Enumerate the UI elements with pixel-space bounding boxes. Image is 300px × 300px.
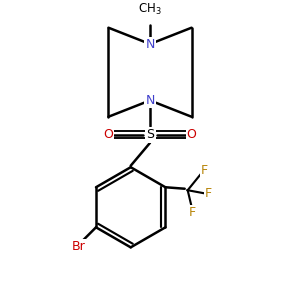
Text: F: F: [189, 206, 196, 219]
Text: O: O: [103, 128, 113, 141]
Text: CH$_3$: CH$_3$: [138, 2, 162, 17]
Text: Br: Br: [71, 239, 85, 253]
Text: N: N: [145, 94, 155, 107]
Text: S: S: [146, 128, 154, 141]
Text: O: O: [187, 128, 196, 141]
Text: F: F: [204, 187, 211, 200]
Text: N: N: [145, 38, 155, 50]
Text: F: F: [200, 164, 208, 177]
